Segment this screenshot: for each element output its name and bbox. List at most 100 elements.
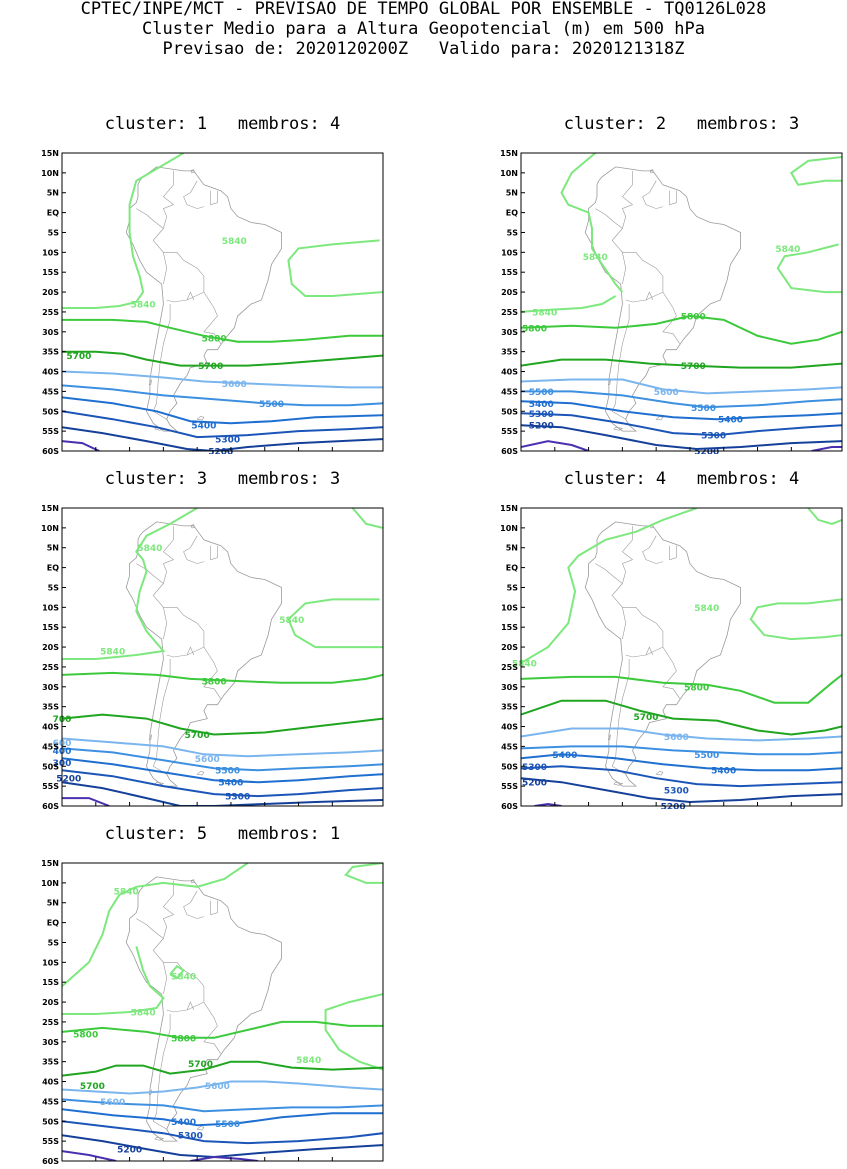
country-border (622, 252, 664, 303)
island-outline (196, 771, 205, 776)
island-outline (613, 426, 624, 431)
isoline-5840 (560, 153, 624, 293)
contour-label: 5400 (529, 400, 554, 410)
lat-tick-label: 5N (506, 189, 518, 198)
lat-tick-label: 20S (42, 643, 59, 652)
lat-tick-label: 15S (42, 268, 59, 277)
contour-label: 5840 (512, 660, 537, 670)
isoline-5840 (62, 153, 185, 309)
lon-tick-label: 100W (49, 453, 75, 454)
contour-label: 5500 (215, 1120, 240, 1130)
contour-label: 5600 (205, 1082, 230, 1092)
lat-tick-label: 5N (47, 899, 59, 908)
lat-tick-label: 15N (41, 149, 59, 158)
lat-tick-label: 55S (42, 1137, 59, 1146)
lat-tick-label: EQ (47, 209, 59, 218)
contour-label: 5600 (100, 1098, 125, 1108)
lon-tick-label: 50W (221, 808, 241, 809)
lon-tick-label: 20W (322, 453, 342, 454)
contour-label: 5500 (259, 400, 284, 410)
contour-label: 5800 (202, 334, 227, 344)
isoline-5300 (62, 410, 383, 439)
contour-label: 5200 (117, 1146, 142, 1156)
country-border (595, 563, 627, 640)
panel-title: cluster: 4 membros: 4 (563, 469, 800, 489)
contour-label: 5200 (522, 779, 547, 789)
isoline-5840 (324, 993, 383, 1071)
lon-tick-label: 20W (322, 808, 342, 809)
isoline-5100 (190, 1155, 259, 1161)
lat-tick-label: 5N (506, 544, 518, 553)
lat-tick-label: 60S (501, 447, 518, 454)
lat-tick-label: EQ (506, 209, 518, 218)
lat-tick-label: 50S (501, 407, 518, 416)
contour-label: 5840 (137, 544, 162, 554)
contour-label: 5500 (694, 751, 719, 761)
country-border (203, 646, 222, 699)
lon-tick-label: 70W (153, 453, 173, 454)
isoline-5840 (287, 598, 383, 649)
contour-label: 5700 (66, 352, 91, 362)
island-outline (196, 1126, 205, 1131)
lon-tick-label: 40W (714, 453, 734, 454)
isoline-5840 (62, 863, 249, 987)
contour-label: 5500 (215, 767, 240, 777)
country-border (186, 646, 195, 656)
lat-tick-label: EQ (47, 919, 59, 928)
isoline-5100 (521, 440, 589, 451)
contour-label: 5200 (56, 775, 81, 785)
country-border (162, 880, 175, 939)
lon-tick-label: 90W (545, 808, 565, 809)
lon-tick-label: 50W (680, 453, 700, 454)
contour-label: 5600 (195, 755, 220, 765)
contour-label: 5800 (202, 677, 227, 687)
lon-tick-label: 100W (49, 1163, 75, 1164)
isoline-5300 (62, 1120, 383, 1145)
country-border (183, 180, 204, 209)
lat-tick-label: 25S (42, 308, 59, 317)
lat-tick-label: 40S (42, 723, 59, 732)
map-plot: 5840584058405800700570060056004005500300… (41, 504, 384, 809)
isoline-5400 (521, 753, 842, 772)
isoline-5800 (62, 1020, 383, 1039)
contour-label: 5200 (529, 422, 554, 432)
country-border (163, 252, 205, 303)
lat-tick-label: 45S (501, 387, 518, 396)
island-outline (190, 169, 195, 174)
lon-tick-label: 70W (612, 453, 632, 454)
isoline-5100 (62, 1150, 117, 1161)
header-line-3: Previsao de: 2020120200Z Valido para: 20… (162, 39, 685, 59)
isoline-5800 (62, 671, 383, 684)
coastline (584, 521, 741, 787)
country-border (642, 535, 663, 564)
lon-tick-label: 60W (187, 808, 207, 809)
lon-tick-label: 60W (646, 453, 666, 454)
contour-label: 5840 (532, 308, 557, 318)
country-border (621, 170, 634, 229)
isoline-5700 (62, 713, 383, 736)
isoline-5100 (811, 446, 842, 451)
lon-tick-label: 80W (579, 453, 599, 454)
contour-label: 5400 (718, 416, 743, 426)
isoline-5840 (351, 508, 383, 529)
lon-tick-label: 80W (120, 808, 140, 809)
isoline-5800 (521, 314, 842, 345)
lon-tick-label: 20W (781, 808, 801, 809)
contour-label: 5600 (654, 388, 679, 398)
lat-tick-label: 30S (42, 328, 59, 337)
lat-tick-label: 25S (42, 663, 59, 672)
map-panel-cluster-3: cluster: 3 membros: 3 5840 5840 5840 5800 70… (0, 469, 385, 814)
map-plot: 5840584058005700570056005500540053005200… (41, 149, 384, 454)
isoline-5600 (521, 727, 842, 742)
contour-label: 5700 (188, 1060, 213, 1070)
lon-tick-label: 90W (86, 1163, 106, 1164)
isoline-5100 (62, 440, 100, 451)
island-outline (148, 734, 152, 741)
lat-tick-label: 10S (42, 958, 59, 967)
coastline (125, 876, 282, 1142)
isoline-5600 (62, 737, 383, 758)
isoline-5840 (62, 508, 198, 660)
country-border (669, 190, 677, 206)
lat-tick-label: 5N (47, 544, 59, 553)
island-outline (148, 379, 152, 386)
